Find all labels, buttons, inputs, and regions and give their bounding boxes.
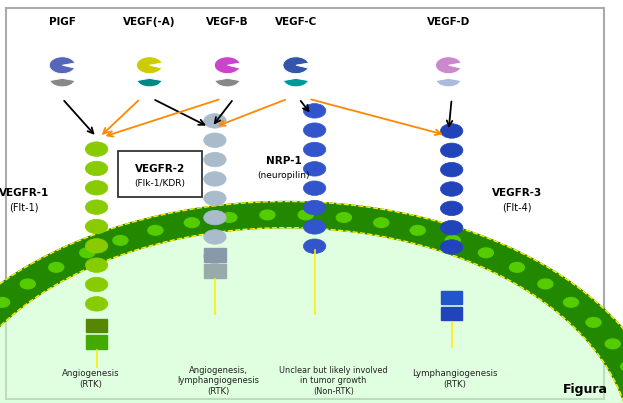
Circle shape: [204, 172, 226, 186]
Circle shape: [85, 200, 108, 214]
Bar: [86, 335, 107, 349]
Circle shape: [621, 361, 623, 371]
Circle shape: [184, 218, 199, 228]
Circle shape: [538, 279, 553, 289]
Circle shape: [445, 236, 460, 245]
Circle shape: [204, 152, 226, 167]
Wedge shape: [283, 57, 308, 74]
Bar: [441, 291, 462, 304]
Wedge shape: [137, 79, 162, 87]
Bar: [204, 248, 226, 262]
Circle shape: [21, 279, 36, 289]
Text: (Flt-1): (Flt-1): [9, 203, 39, 212]
Bar: [204, 264, 226, 278]
Wedge shape: [436, 79, 461, 87]
Circle shape: [303, 220, 326, 234]
Circle shape: [440, 124, 463, 138]
Text: (Flk-1/KDR): (Flk-1/KDR): [135, 179, 186, 188]
Circle shape: [303, 104, 326, 118]
Circle shape: [605, 339, 620, 349]
Polygon shape: [0, 228, 623, 403]
Text: VEGF(-A): VEGF(-A): [123, 17, 176, 27]
Text: VEGF-D: VEGF-D: [427, 17, 470, 27]
Circle shape: [80, 248, 95, 258]
Circle shape: [0, 297, 9, 307]
Circle shape: [510, 262, 525, 272]
Polygon shape: [0, 202, 623, 403]
Circle shape: [440, 201, 463, 216]
Circle shape: [49, 262, 64, 272]
Wedge shape: [50, 79, 75, 87]
Circle shape: [204, 249, 226, 264]
Circle shape: [204, 114, 226, 128]
Circle shape: [440, 143, 463, 158]
Circle shape: [85, 258, 108, 272]
Circle shape: [303, 123, 326, 137]
Circle shape: [478, 248, 493, 258]
FancyBboxPatch shape: [118, 151, 202, 197]
Text: VEGF-B: VEGF-B: [206, 17, 249, 27]
Text: VEGFR-1: VEGFR-1: [0, 189, 49, 198]
Bar: [441, 307, 462, 320]
Circle shape: [222, 213, 237, 222]
Circle shape: [204, 210, 226, 225]
Bar: [86, 319, 107, 332]
Text: Lymphangiogenesis
(RTK): Lymphangiogenesis (RTK): [412, 369, 498, 388]
Text: Unclear but likely involved
in tumor growth
(Non-RTK): Unclear but likely involved in tumor gro…: [279, 366, 388, 396]
Circle shape: [440, 240, 463, 254]
Circle shape: [85, 142, 108, 156]
Circle shape: [204, 230, 226, 244]
Circle shape: [260, 210, 275, 220]
Circle shape: [148, 226, 163, 235]
Wedge shape: [215, 79, 240, 87]
Circle shape: [85, 297, 108, 311]
Circle shape: [440, 162, 463, 177]
Circle shape: [303, 142, 326, 157]
Circle shape: [303, 239, 326, 253]
Circle shape: [411, 226, 426, 235]
Circle shape: [85, 239, 108, 253]
Circle shape: [336, 213, 351, 222]
Wedge shape: [283, 79, 308, 87]
Circle shape: [303, 200, 326, 215]
Circle shape: [374, 218, 389, 228]
Text: Angiogenesis,
lymphangiogenesis
(RTK): Angiogenesis, lymphangiogenesis (RTK): [177, 366, 259, 396]
Text: Angiogenesis
(RTK): Angiogenesis (RTK): [62, 369, 119, 388]
Wedge shape: [136, 57, 162, 74]
Text: VEGF-C: VEGF-C: [275, 17, 317, 27]
Text: (neuropilin): (neuropilin): [257, 171, 310, 180]
Circle shape: [586, 318, 601, 327]
Wedge shape: [435, 57, 461, 74]
Text: PlGF: PlGF: [49, 17, 76, 27]
Circle shape: [298, 210, 313, 220]
Circle shape: [85, 277, 108, 292]
Text: VEGFR-3: VEGFR-3: [492, 189, 542, 198]
Wedge shape: [214, 57, 240, 74]
Text: NRP-1: NRP-1: [265, 156, 302, 166]
Circle shape: [204, 191, 226, 206]
Circle shape: [440, 220, 463, 235]
Circle shape: [85, 181, 108, 195]
Wedge shape: [49, 57, 75, 74]
Circle shape: [113, 236, 128, 245]
Circle shape: [303, 181, 326, 195]
Circle shape: [564, 297, 579, 307]
Text: (Flt-4): (Flt-4): [502, 203, 532, 212]
Text: Figura: Figura: [563, 383, 607, 396]
Text: VEGFR-2: VEGFR-2: [135, 164, 185, 174]
Circle shape: [85, 219, 108, 234]
Circle shape: [303, 162, 326, 176]
Circle shape: [85, 161, 108, 176]
Circle shape: [440, 182, 463, 196]
Circle shape: [204, 133, 226, 147]
